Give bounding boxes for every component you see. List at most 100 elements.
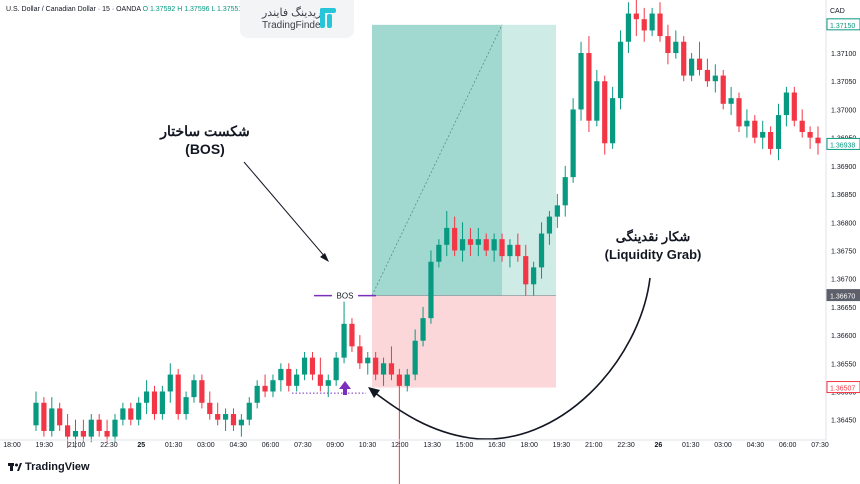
x-tick-label: 07:30 (294, 442, 312, 449)
candle-body (783, 92, 790, 116)
candle-body (736, 98, 742, 127)
candle-body (673, 41, 679, 54)
candle-body (388, 363, 395, 375)
candle-body (791, 92, 797, 121)
candle-body (357, 346, 363, 364)
candle-body (570, 109, 576, 178)
candle-body (136, 402, 142, 420)
y-tick-label: 1.36800 (831, 220, 856, 227)
candle-body (167, 374, 173, 392)
x-tick-label: 13:30 (423, 442, 441, 449)
candle-body (412, 340, 418, 375)
candle-body (815, 137, 821, 144)
candle-body (760, 132, 766, 138)
candle-body (120, 408, 126, 420)
candle-body (238, 419, 244, 426)
candle-body (625, 13, 632, 42)
candle-body (657, 13, 663, 37)
candle-body (309, 357, 316, 375)
bos-annotation-fa: شکست ساختار (160, 123, 250, 139)
x-tick-label: 15:00 (456, 442, 474, 449)
price-label-box (826, 289, 860, 302)
candle-body (807, 132, 813, 138)
x-tick-label: 12:00 (391, 442, 409, 449)
y-tick-label: 1.36650 (831, 305, 856, 312)
candle-body (64, 425, 71, 437)
y-tick-label: 1.37050 (831, 79, 856, 86)
candle-body (41, 402, 47, 431)
y-tick-label: 1.36600 (831, 333, 856, 340)
price-label: 1.37150 (830, 23, 855, 30)
candle-body (689, 58, 695, 76)
candle-body (467, 239, 474, 245)
candle-body (633, 13, 639, 20)
candle-body (159, 391, 165, 415)
x-tick-label: 09:00 (326, 442, 344, 449)
candle-body (317, 374, 323, 386)
x-tick-label: 16:30 (488, 442, 506, 449)
liquidity-pointer-arrowhead-icon (368, 387, 380, 398)
price-label-box (826, 381, 860, 394)
y-tick-label: 1.36550 (831, 361, 856, 368)
candle-body (515, 244, 521, 257)
candle-body (246, 402, 252, 420)
candle-body (586, 53, 592, 121)
candle-body (546, 216, 553, 234)
candle-body (452, 227, 458, 251)
ohlc-readout: O 1.37592 H 1.37596 L 1.37551 C 1.37560 … (142, 6, 291, 13)
candle-body (230, 414, 237, 426)
price-label-box (826, 137, 860, 150)
tradingview-brand[interactable]: TradingView (25, 461, 90, 473)
watermark-fa: تریدینگ فایندر (262, 7, 326, 19)
watermark-panel (240, 0, 354, 38)
y-tick-label: 1.36850 (831, 192, 856, 199)
candle-body (88, 419, 94, 437)
candle-body (602, 81, 608, 144)
liquidity-annotation-en: (Liquidity Grab) (604, 247, 702, 262)
axis-currency: CAD (830, 8, 845, 15)
candle-body (349, 323, 355, 347)
candle-body (475, 239, 481, 245)
x-tick-label: 10:30 (359, 442, 377, 449)
candle-body (222, 414, 229, 420)
candle-body (301, 357, 308, 375)
candle-body (262, 385, 268, 392)
candle-body (610, 98, 616, 144)
y-tick-label: 1.36900 (831, 164, 856, 171)
candle-body (404, 374, 410, 386)
x-tick-label: 25 (137, 442, 145, 449)
candle-body (333, 357, 339, 381)
candle-body (380, 363, 387, 375)
candle-body (175, 374, 181, 415)
candle-body (151, 391, 158, 415)
price-label: 1.36938 (830, 142, 855, 149)
candle-body (641, 19, 647, 31)
price-label-box (826, 18, 860, 31)
x-tick-label: 18:00 (3, 442, 21, 449)
candle-body (278, 368, 284, 381)
price-label: 1.36507 (830, 386, 855, 393)
candle-body (428, 261, 434, 319)
x-tick-label: 04:30 (229, 442, 247, 449)
candle-body (207, 402, 213, 415)
candle-body (799, 120, 805, 132)
candle-body (396, 374, 402, 386)
x-tick-label: 21:00 (68, 442, 86, 449)
x-tick-label: 22:30 (617, 442, 635, 449)
x-tick-label: 01:30 (682, 442, 700, 449)
candle-body (191, 380, 197, 398)
candle-body (578, 53, 584, 110)
watermark-en: TradingFinder (262, 20, 324, 31)
y-tick-label: 1.37100 (831, 51, 856, 58)
candle-body (143, 391, 150, 403)
candle-body (112, 419, 118, 437)
candle-body (270, 380, 276, 392)
candle-body (523, 256, 529, 285)
bos-pointer-arrowhead-icon (320, 253, 329, 262)
x-tick-label: 26 (655, 442, 663, 449)
liquidity-annotation: شکار نقدینگی (Liquidity Grab) (594, 228, 712, 264)
candle-body (294, 374, 300, 386)
x-tick-label: 22:30 (100, 442, 118, 449)
tradingview-logo-icon (8, 463, 22, 471)
